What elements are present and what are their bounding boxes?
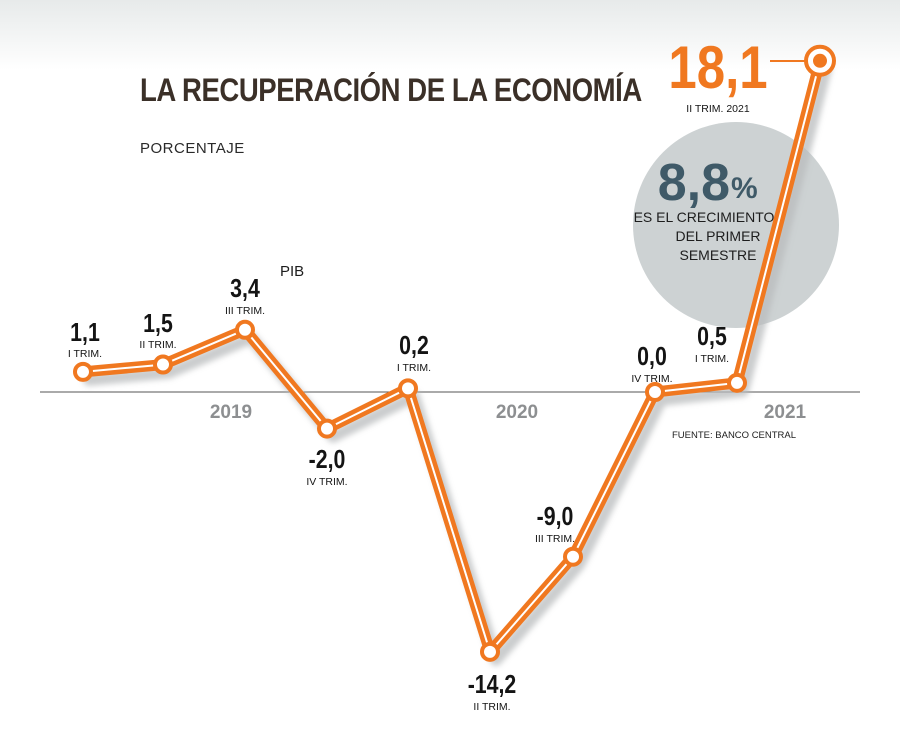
value-label-5: 0,2 xyxy=(399,331,429,361)
value-label-8: 0,0 xyxy=(637,342,667,372)
year-label-2019: 2019 xyxy=(210,402,252,423)
data-point-3 xyxy=(235,319,255,340)
data-point-1 xyxy=(73,361,93,382)
callout-line-2: DEL PRIMER xyxy=(675,228,760,244)
chart-title: LA RECUPERACIÓN DE LA ECONOMÍA xyxy=(140,72,642,108)
data-point-7 xyxy=(563,546,583,567)
value-label-2: 1,5 xyxy=(143,309,173,339)
data-point-8 xyxy=(645,382,665,402)
callout-line-1: ES EL CRECIMIENTO xyxy=(634,209,775,225)
chart-subtitle: PORCENTAJE xyxy=(140,140,245,157)
value-label-1: 1,1 xyxy=(70,318,100,348)
data-point-4 xyxy=(317,418,337,439)
data-point-5 xyxy=(398,378,418,399)
value-label-6: -14,2 xyxy=(468,670,517,700)
value-label-4: -2,0 xyxy=(309,445,346,475)
quarter-label-9: I TRIM. xyxy=(695,353,729,365)
quarter-label-6: II TRIM. xyxy=(473,701,510,713)
data-point-2 xyxy=(153,354,173,375)
series-line-highlight xyxy=(82,59,821,653)
quarter-label-3: III TRIM. xyxy=(225,305,265,317)
value-label-9: 0,5 xyxy=(697,322,727,352)
quarter-label-8: IV TRIM. xyxy=(631,373,672,385)
callout-unit: % xyxy=(731,172,758,205)
value-label-10: 18,1 xyxy=(668,34,767,101)
value-label-7: -9,0 xyxy=(537,502,574,532)
value-label-3: 3,4 xyxy=(230,274,260,304)
quarter-label-1: I TRIM. xyxy=(68,348,102,360)
quarter-label-10: II TRIM. 2021 xyxy=(686,103,750,115)
quarter-label-4: IV TRIM. xyxy=(306,476,347,488)
data-point-9 xyxy=(727,372,747,393)
year-label-2020: 2020 xyxy=(496,402,538,423)
source-note: FUENTE: BANCO CENTRAL xyxy=(672,430,796,441)
data-point-10 xyxy=(804,44,836,77)
quarter-label-2: II TRIM. xyxy=(139,339,176,351)
year-label-2021: 2021 xyxy=(764,402,807,423)
series-label-pib: PIB xyxy=(280,263,304,280)
callout-value: 8,8 xyxy=(658,154,730,212)
quarter-label-7: III TRIM. xyxy=(535,533,575,545)
quarter-label-5: I TRIM. xyxy=(397,362,431,374)
data-point-6 xyxy=(480,641,500,662)
callout-line-3: SEMESTRE xyxy=(679,247,756,263)
